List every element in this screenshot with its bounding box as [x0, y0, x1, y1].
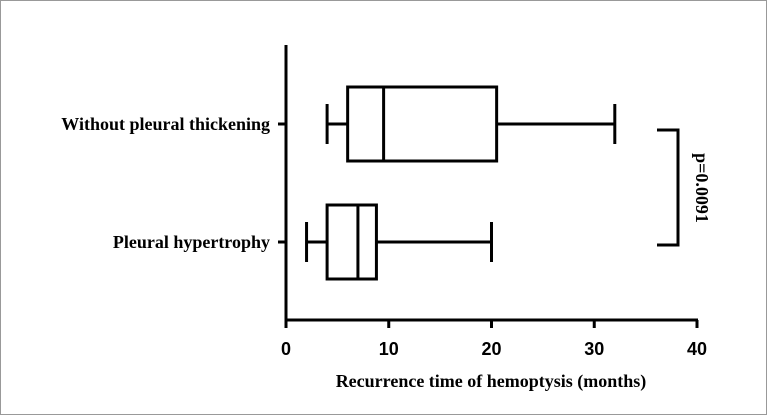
x-tick-label: 20 [481, 339, 501, 359]
significance-bracket [657, 128, 680, 247]
box [325, 203, 378, 281]
box [346, 85, 499, 163]
y-tick-label: Without pleural thickening [61, 114, 270, 134]
x-tick-label: 40 [687, 339, 707, 359]
x-tick-label: 10 [379, 339, 399, 359]
y-tick-label: Pleural hypertrophy [113, 232, 270, 252]
x-tick-label: 30 [584, 339, 604, 359]
x-tick-label: 0 [281, 339, 291, 359]
p-value: p=0.0091 [692, 153, 712, 223]
x-axis-label: Recurrence time of hemoptysis (months) [336, 371, 647, 392]
